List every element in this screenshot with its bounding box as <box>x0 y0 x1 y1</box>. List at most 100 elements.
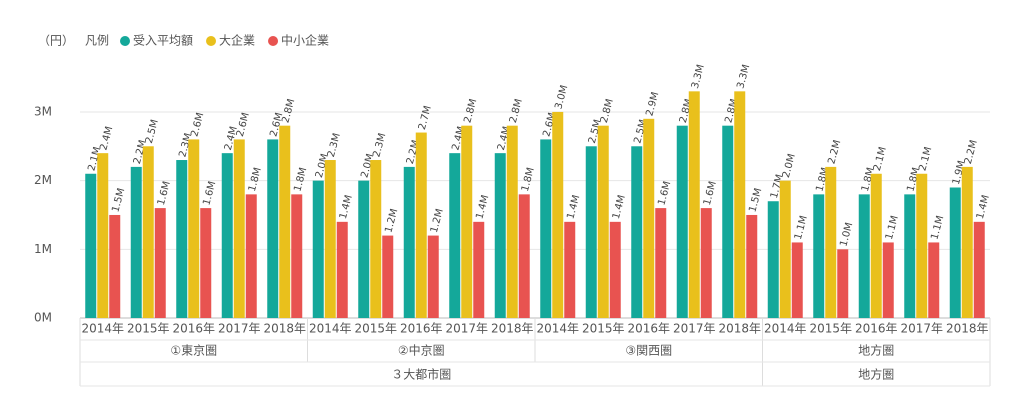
bar <box>597 125 609 319</box>
value-label: 2.2M <box>963 139 980 166</box>
value-label: 2.3M <box>326 132 343 159</box>
bar <box>382 235 394 318</box>
bar <box>142 146 154 318</box>
value-label: 1.4M <box>338 194 355 221</box>
bar <box>961 166 973 318</box>
value-label: 2.8M <box>462 98 479 125</box>
x-tick-label: 2015年 <box>354 322 397 336</box>
y-tick-label: 1M <box>34 242 52 256</box>
x-tick-label: 2014年 <box>81 322 124 336</box>
bar <box>461 125 473 319</box>
bar <box>324 160 336 318</box>
bar <box>928 242 940 318</box>
y-tick-label: 3M <box>34 104 52 118</box>
legend-label: 中小企業 <box>281 33 329 48</box>
value-label: 1.8M <box>292 166 309 193</box>
bar <box>540 139 552 318</box>
bar <box>916 173 928 318</box>
bar <box>631 146 643 318</box>
value-label: 3.3M <box>735 63 752 90</box>
value-label: 1.6M <box>656 180 673 207</box>
x-tick-label: 2017年 <box>218 322 261 336</box>
y-tick-label: 2M <box>34 173 52 187</box>
bar <box>949 187 961 318</box>
value-label: 2.6M <box>189 111 206 138</box>
legend-label: 大企業 <box>219 33 255 48</box>
value-label: 2.8M <box>599 98 616 125</box>
x-tick-label: 2015年 <box>582 322 625 336</box>
bar <box>403 166 415 318</box>
bar <box>358 180 370 318</box>
bar <box>154 208 166 318</box>
bar <box>336 221 348 318</box>
bar <box>427 235 439 318</box>
bar <box>506 125 518 319</box>
bar <box>655 208 667 318</box>
value-label: 1.6M <box>156 180 173 207</box>
x-tick-label: 2018年 <box>946 322 989 336</box>
value-label: 1.8M <box>247 166 264 193</box>
bar <box>791 242 803 318</box>
value-label: 2.4M <box>98 125 115 152</box>
value-label: 1.6M <box>702 180 719 207</box>
legend-marker <box>268 36 279 46</box>
value-label: 2.8M <box>280 98 297 125</box>
bar <box>233 139 245 318</box>
bar <box>676 125 688 319</box>
bar <box>415 132 427 318</box>
x-tick-label: 2014年 <box>764 322 807 336</box>
x-tick-label: 2016年 <box>172 322 215 336</box>
bar <box>449 153 461 318</box>
x-tick-label: 2017年 <box>900 322 943 336</box>
x-tick-label: 2018年 <box>718 322 761 336</box>
value-label: 3.0M <box>553 84 570 111</box>
bar <box>494 153 506 318</box>
legend-title: 凡例 <box>85 34 109 48</box>
bar <box>473 221 485 318</box>
x-tick-label: 2014年 <box>536 322 579 336</box>
x-tick-label: 2016年 <box>627 322 670 336</box>
value-label: 1.1M <box>793 214 810 241</box>
bar <box>688 91 700 318</box>
legend-marker <box>120 36 130 46</box>
x-tick-label: 2014年 <box>309 322 352 336</box>
legend-marker <box>206 36 217 46</box>
value-label: 2.2M <box>826 139 843 166</box>
x-tick-label: 2015年 <box>127 322 170 336</box>
bar <box>609 221 621 318</box>
value-label: 2.0M <box>781 153 798 180</box>
value-label: 1.5M <box>747 187 764 214</box>
group-label: 地方圏 <box>858 343 894 358</box>
legend-label: 受入平均額 <box>133 34 193 48</box>
value-label: 1.8M <box>520 166 537 193</box>
bar <box>200 208 212 318</box>
bar <box>779 180 791 318</box>
group-label: ①東京圏 <box>170 344 217 358</box>
bar <box>130 166 142 318</box>
x-tick-label: 2017年 <box>673 322 716 336</box>
bar <box>85 173 97 318</box>
bar <box>518 194 530 318</box>
value-label: 2.7M <box>417 105 434 132</box>
x-tick-label: 2017年 <box>445 322 488 336</box>
value-label: 1.4M <box>975 194 992 221</box>
x-tick-label: 2018年 <box>491 322 534 336</box>
bar <box>552 111 564 318</box>
x-tick-label: 2016年 <box>855 322 898 336</box>
value-label: 1.0M <box>838 221 855 248</box>
value-label: 2.5M <box>144 118 161 145</box>
bar <box>858 194 870 318</box>
super-group-label: ３大都市圏 <box>391 367 451 382</box>
value-label: 1.2M <box>429 208 446 235</box>
value-label: 2.9M <box>644 91 661 118</box>
value-label: 1.1M <box>884 214 901 241</box>
bar <box>643 118 655 318</box>
bar <box>221 153 233 318</box>
value-label: 1.2M <box>383 208 400 235</box>
x-tick-label: 2015年 <box>809 322 852 336</box>
value-label: 2.8M <box>508 98 525 125</box>
bar <box>97 153 109 318</box>
bar <box>700 208 712 318</box>
bar <box>564 221 576 318</box>
value-label: 1.4M <box>474 194 491 221</box>
